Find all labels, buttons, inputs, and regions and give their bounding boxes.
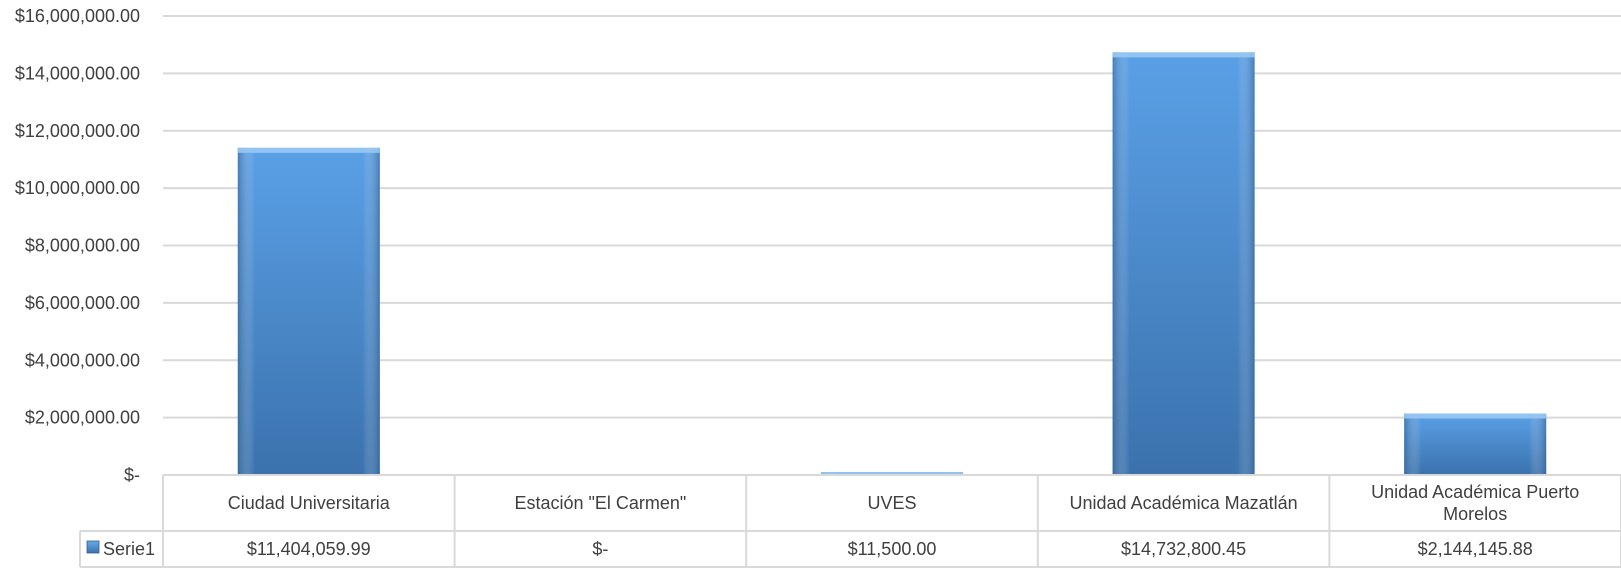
bar-shading <box>1404 413 1547 475</box>
y-tick-label: $10,000,000.00 <box>15 178 140 198</box>
data-value-label: $11,500.00 <box>848 539 937 559</box>
bar-top-highlight <box>821 472 963 475</box>
data-value-label: $14,732,800.45 <box>1121 539 1246 559</box>
bar-top-highlight <box>1112 52 1255 58</box>
bar <box>237 147 380 476</box>
y-tick-label: $14,000,000.00 <box>15 63 140 83</box>
category-label: Ciudad Universitaria <box>228 493 391 513</box>
bars <box>237 52 1547 476</box>
bar <box>1404 413 1547 475</box>
category-label: Unidad Académica Mazatlán <box>1070 493 1298 513</box>
y-axis-tick-labels: $- $2,000,000.00 $4,000,000.00 $6,000,000.0… <box>15 6 140 485</box>
bar-top-highlight <box>237 147 380 153</box>
y-tick-label: $4,000,000.00 <box>25 350 140 370</box>
bar-top-highlight <box>1404 413 1547 419</box>
y-tick-label: $2,000,000.00 <box>25 408 140 428</box>
legend-key-swatch <box>86 540 100 554</box>
data-value-label: $11,404,059.99 <box>247 539 371 559</box>
y-tick-label: $6,000,000.00 <box>25 293 140 313</box>
category-label: Estación "El Carmen" <box>514 493 686 513</box>
y-tick-label: $16,000,000.00 <box>15 6 140 26</box>
category-label: Morelos <box>1443 504 1507 524</box>
bar-shading <box>1112 52 1255 476</box>
y-tick-label: $8,000,000.00 <box>25 236 140 256</box>
legend-series-name: Serie1 <box>103 539 155 559</box>
bar <box>821 472 963 475</box>
bar <box>1112 52 1255 476</box>
y-tick-label: $- <box>124 465 140 485</box>
gridlines <box>163 15 1621 419</box>
category-label: Unidad Académica Puerto <box>1371 482 1579 502</box>
y-tick-label: $12,000,000.00 <box>15 121 140 141</box>
bar-shading <box>237 147 380 476</box>
data-value-label: $- <box>592 539 608 559</box>
data-value-label: $2,144,145.88 <box>1418 539 1533 559</box>
data-table: Ciudad Universitaria Estación "El Carmen"… <box>79 474 1621 568</box>
category-label: UVES <box>867 493 916 513</box>
